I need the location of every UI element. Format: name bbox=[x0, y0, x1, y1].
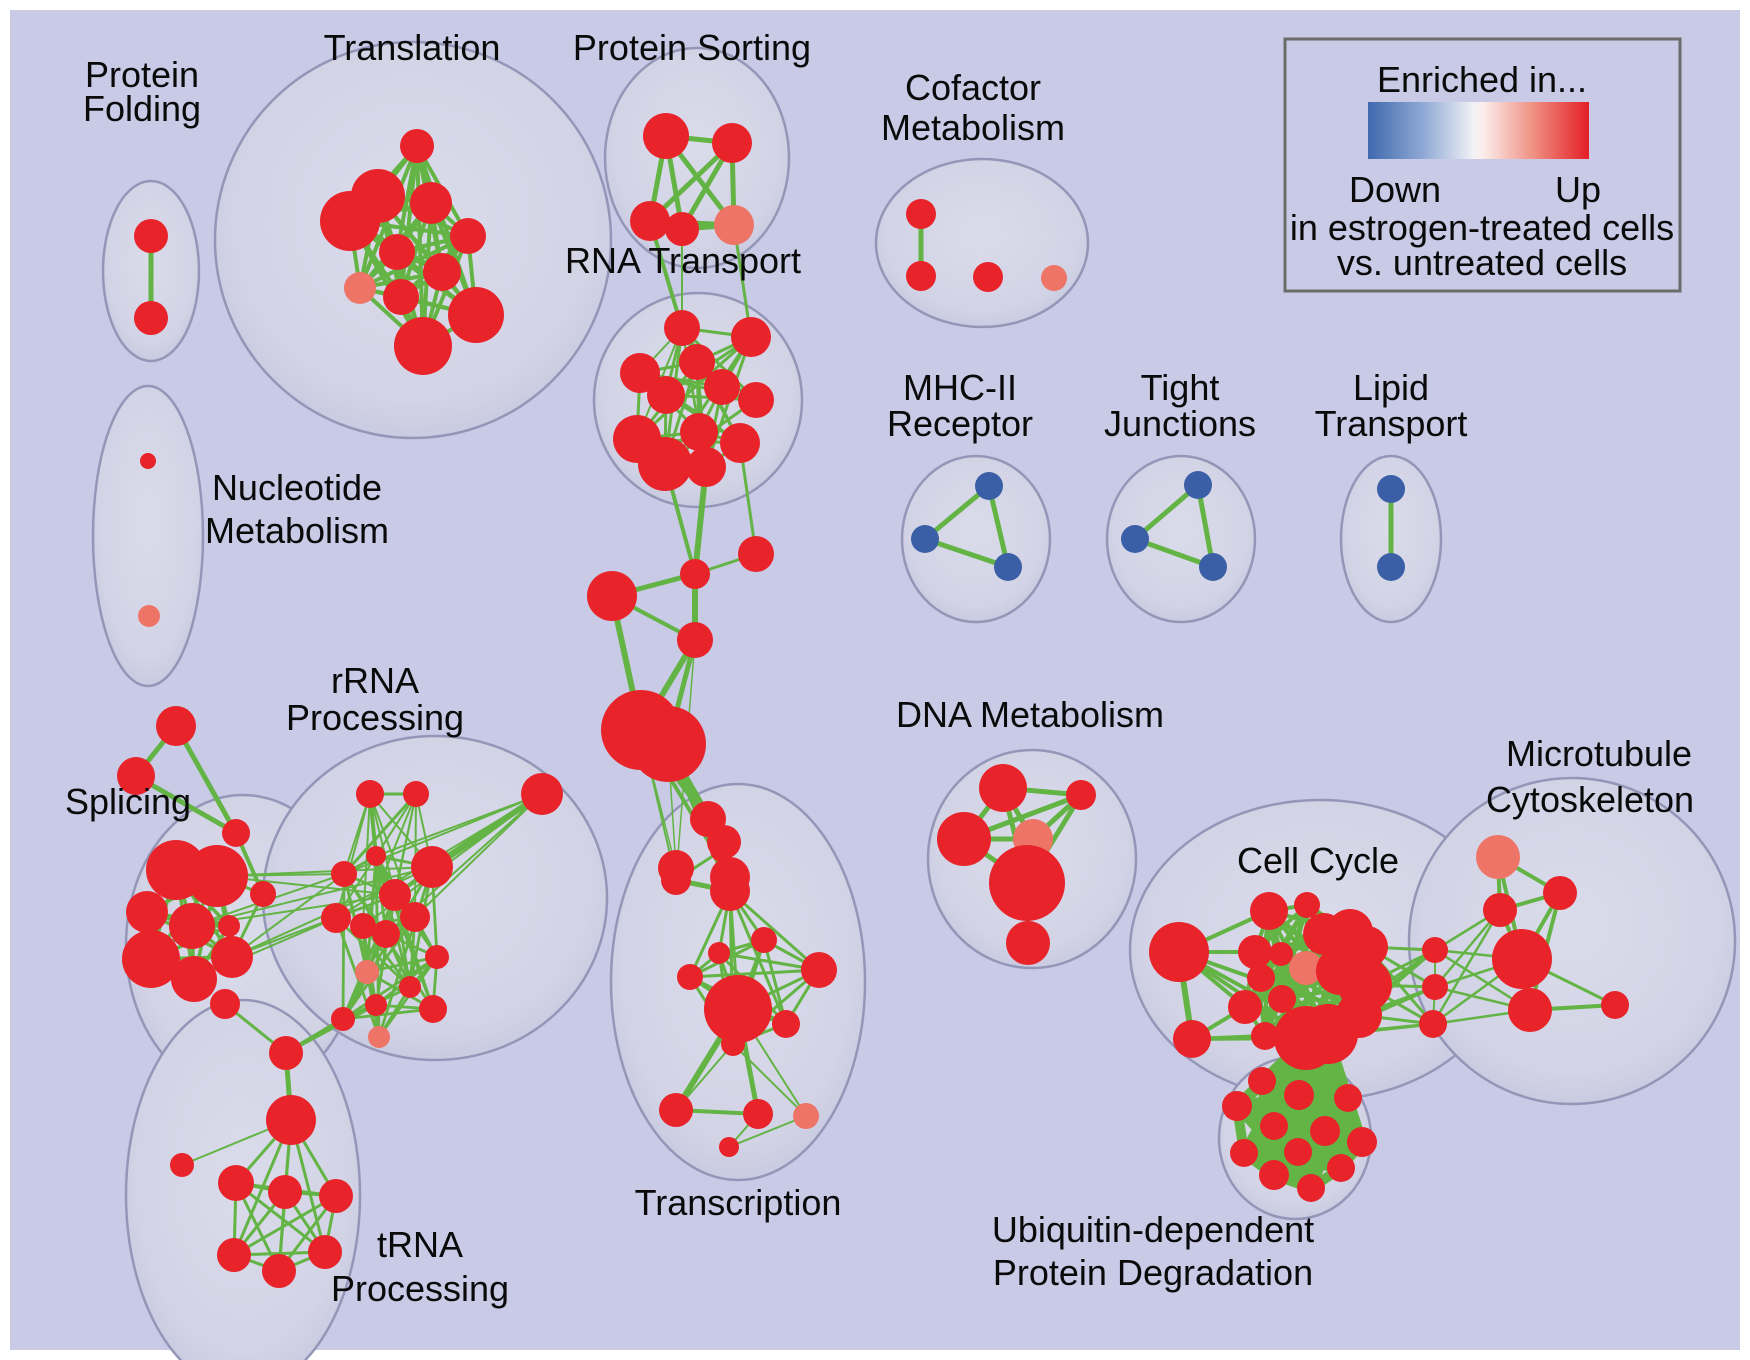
svg-text:Enriched in...: Enriched in... bbox=[1377, 59, 1587, 100]
svg-text:Transcription: Transcription bbox=[635, 1182, 842, 1223]
svg-text:Cell Cycle: Cell Cycle bbox=[1237, 840, 1399, 881]
svg-text:Processing: Processing bbox=[286, 697, 464, 738]
svg-text:Protein Degradation: Protein Degradation bbox=[993, 1252, 1313, 1293]
svg-text:tRNA: tRNA bbox=[377, 1224, 463, 1265]
svg-text:Cytoskeleton: Cytoskeleton bbox=[1486, 779, 1694, 820]
svg-text:Up: Up bbox=[1555, 169, 1601, 210]
svg-text:Cofactor: Cofactor bbox=[905, 67, 1041, 108]
svg-text:RNA Transport: RNA Transport bbox=[565, 240, 801, 281]
svg-text:Ubiquitin-dependent: Ubiquitin-dependent bbox=[992, 1209, 1314, 1250]
svg-text:Protein Sorting: Protein Sorting bbox=[573, 27, 811, 68]
svg-text:Microtubule: Microtubule bbox=[1506, 733, 1692, 774]
svg-text:Translation: Translation bbox=[324, 27, 501, 68]
svg-text:Receptor: Receptor bbox=[887, 403, 1033, 444]
svg-text:vs. untreated cells: vs. untreated cells bbox=[1337, 242, 1627, 283]
svg-text:Lipid: Lipid bbox=[1353, 367, 1429, 408]
svg-text:Metabolism: Metabolism bbox=[205, 510, 389, 551]
svg-text:Junctions: Junctions bbox=[1104, 403, 1256, 444]
svg-text:Splicing: Splicing bbox=[65, 781, 191, 822]
svg-text:Processing: Processing bbox=[331, 1268, 509, 1309]
svg-text:MHC-II: MHC-II bbox=[903, 367, 1017, 408]
svg-text:Tight: Tight bbox=[1141, 367, 1220, 408]
svg-text:rRNA: rRNA bbox=[331, 660, 419, 701]
svg-text:Folding: Folding bbox=[83, 88, 201, 129]
svg-text:Metabolism: Metabolism bbox=[881, 107, 1065, 148]
svg-text:Down: Down bbox=[1349, 169, 1441, 210]
svg-text:Nucleotide: Nucleotide bbox=[212, 467, 382, 508]
svg-text:Transport: Transport bbox=[1315, 403, 1468, 444]
svg-text:DNA Metabolism: DNA Metabolism bbox=[896, 694, 1164, 735]
